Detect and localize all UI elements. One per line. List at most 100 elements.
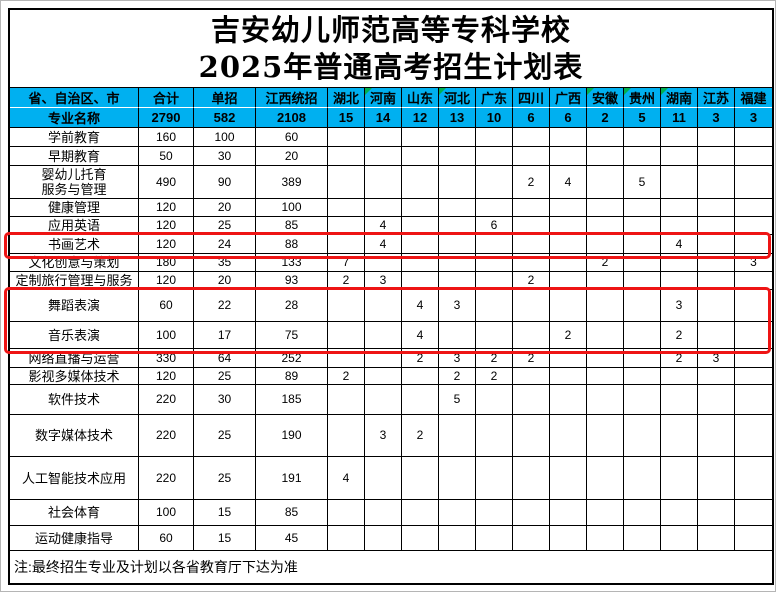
data-cell (328, 290, 365, 322)
table-row: 定制旅行管理与服务 120 20 93 2 3 2 (10, 272, 772, 290)
data-cell (439, 128, 476, 147)
header-cell-col-10: 广西 (550, 88, 587, 108)
data-cell (661, 147, 698, 166)
title-line-1: 吉安幼儿师范高等专科学校 (210, 13, 571, 47)
data-cell (698, 368, 735, 385)
data-cell (402, 385, 439, 415)
table-row: 应用英语 120 25 85 4 6 (10, 217, 772, 235)
header-cell-col-12: 贵州 (624, 88, 661, 108)
header-cell-col-5: 河南 (365, 88, 402, 108)
data-cell (735, 368, 772, 385)
data-cell: 252 (256, 349, 328, 368)
data-cell: 25 (194, 217, 256, 235)
data-cell (328, 217, 365, 235)
data-cell: 50 (139, 147, 194, 166)
header-cell-col-6: 山东 (402, 88, 439, 108)
row-label: 学前教育 (10, 128, 139, 147)
data-cell (513, 147, 550, 166)
data-cell: 160 (139, 128, 194, 147)
header-cell-col-14: 江苏 (698, 88, 735, 108)
data-cell (402, 128, 439, 147)
data-cell (698, 457, 735, 500)
row-label: 健康管理 (10, 199, 139, 217)
data-cell (698, 526, 735, 551)
header-row-1: 省、自治区、市 合计 单招 江西统招 湖北 河南 山东 河北 广东 四川 广西 安徽 贵州 湖南 江苏 福建 (10, 88, 772, 108)
data-cell (476, 415, 513, 457)
data-cell (587, 415, 624, 457)
data-cell: 2 (550, 322, 587, 349)
table-row: 音乐表演 100 17 75 4 2 2 (10, 322, 772, 349)
data-cell: 17 (194, 322, 256, 349)
data-cell: 6 (476, 217, 513, 235)
data-cell (365, 254, 402, 272)
data-cell (550, 349, 587, 368)
data-cell (550, 217, 587, 235)
data-cell (624, 368, 661, 385)
data-cell (735, 147, 772, 166)
comment-flag-icon (439, 88, 446, 95)
data-cell (698, 272, 735, 290)
data-cell (550, 272, 587, 290)
data-cell (328, 166, 365, 199)
data-cell: 30 (194, 385, 256, 415)
data-cell (587, 128, 624, 147)
data-cell (513, 128, 550, 147)
header-row-2: 专业名称 2790 582 2108 15 14 12 13 10 6 6 2 5 11 3 3 (10, 108, 772, 128)
table-row: 书画艺术 120 24 88 4 4 (10, 235, 772, 254)
data-cell (402, 457, 439, 500)
data-cell: 85 (256, 217, 328, 235)
data-cell (587, 235, 624, 254)
header-cell-col-3: 江西统招 (256, 88, 328, 108)
data-cell: 330 (139, 349, 194, 368)
data-cell: 2 (439, 368, 476, 385)
data-cell (698, 290, 735, 322)
data-cell: 190 (256, 415, 328, 457)
data-cell (735, 235, 772, 254)
data-cell (587, 147, 624, 166)
data-cell: 220 (139, 385, 194, 415)
data-cell (402, 368, 439, 385)
data-cell (476, 385, 513, 415)
data-cell (476, 166, 513, 199)
data-cell (476, 235, 513, 254)
data-cell (550, 368, 587, 385)
data-cell: 2 (328, 272, 365, 290)
header-total-cell-col-2: 582 (194, 108, 256, 128)
data-cell (328, 199, 365, 217)
data-cell (624, 217, 661, 235)
data-cell: 90 (194, 166, 256, 199)
header-cell-col-11: 安徽 (587, 88, 624, 108)
data-cell (439, 199, 476, 217)
data-cell (439, 254, 476, 272)
data-cell (365, 199, 402, 217)
data-cell: 4 (328, 457, 365, 500)
data-cell (735, 217, 772, 235)
table-row: 影视多媒体技术 120 25 89 2 2 2 (10, 368, 772, 385)
data-cell (550, 415, 587, 457)
data-cell (587, 526, 624, 551)
table-row: 文化创意与策划 180 35 133 7 2 3 (10, 254, 772, 272)
data-cell (328, 385, 365, 415)
table-row: 舞蹈表演 60 22 28 4 3 3 (10, 290, 772, 322)
data-cell (587, 199, 624, 217)
header-total-cell-col-9: 6 (513, 108, 550, 128)
data-cell (587, 217, 624, 235)
data-cell (402, 166, 439, 199)
data-cell (476, 199, 513, 217)
data-cell (513, 235, 550, 254)
data-cell (661, 500, 698, 526)
data-cell (661, 217, 698, 235)
row-label: 书画艺术 (10, 235, 139, 254)
data-cell: 3 (365, 272, 402, 290)
data-cell (328, 500, 365, 526)
data-cell (365, 322, 402, 349)
data-cell: 4 (402, 322, 439, 349)
data-cell: 100 (256, 199, 328, 217)
data-cell: 120 (139, 217, 194, 235)
data-cell: 2 (661, 322, 698, 349)
table-row: 软件技术 220 30 185 5 (10, 385, 772, 415)
data-cell (661, 166, 698, 199)
data-cell: 120 (139, 235, 194, 254)
data-cell: 2 (476, 368, 513, 385)
data-cell: 2 (513, 349, 550, 368)
